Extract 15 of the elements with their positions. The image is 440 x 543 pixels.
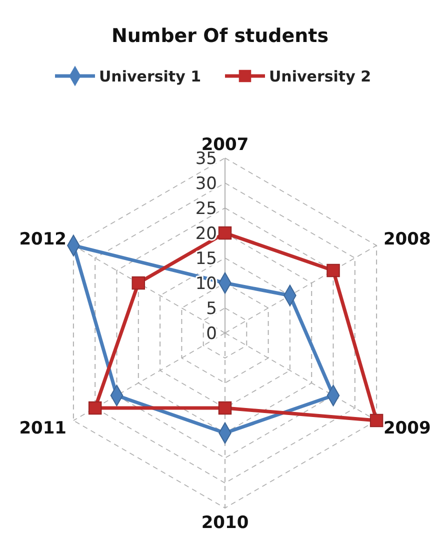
spoke-label: 2009: [383, 418, 431, 438]
y-tick-label: 25: [195, 198, 217, 219]
y-tick-label: 15: [195, 248, 217, 269]
y-tick-label: 10: [195, 274, 217, 294]
y-tick-label: 20: [195, 224, 217, 244]
spoke-label: 2008: [383, 229, 431, 250]
spoke-label: 2011: [19, 418, 67, 438]
y-tick-label: 30: [195, 174, 217, 194]
y-tick-label: 0: [206, 324, 217, 344]
y-tick-label: 5: [206, 298, 217, 319]
legend-label: University 1: [99, 67, 202, 86]
chart-title: Number Of students: [111, 25, 329, 47]
legend-label: University 2: [269, 67, 372, 86]
spoke-label: 2012: [19, 229, 67, 250]
spoke-label: 2010: [201, 512, 249, 533]
